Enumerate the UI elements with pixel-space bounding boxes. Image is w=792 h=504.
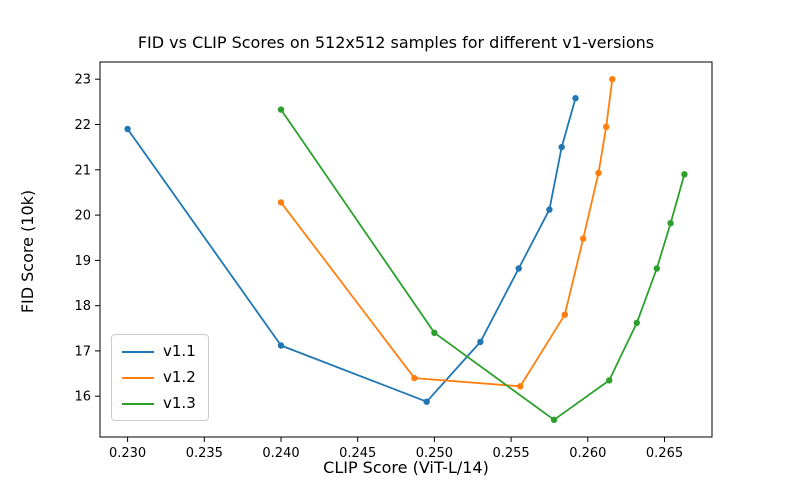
legend-label: v1.3 bbox=[163, 394, 196, 412]
x-tick-label: 0.245 bbox=[339, 446, 376, 461]
data-point-marker bbox=[411, 374, 418, 382]
data-point-marker bbox=[546, 206, 553, 213]
legend-entry-v1.1: v1.1 bbox=[122, 344, 196, 359]
data-point-marker bbox=[580, 235, 587, 242]
legend-line-sample bbox=[122, 402, 154, 405]
x-tick-label: 0.235 bbox=[186, 446, 223, 461]
x-tick-label: 0.230 bbox=[109, 446, 146, 461]
data-point-marker bbox=[667, 220, 674, 227]
data-point-marker bbox=[517, 383, 524, 390]
data-point-marker bbox=[595, 169, 602, 177]
data-point-marker bbox=[561, 311, 568, 318]
series-line bbox=[280, 79, 614, 388]
data-point-marker bbox=[681, 171, 688, 178]
x-tick-label: 0.265 bbox=[646, 446, 683, 461]
series-v1.1 bbox=[124, 95, 579, 405]
axes-box bbox=[99, 61, 713, 438]
data-point-marker bbox=[124, 125, 131, 133]
y-tick-label: 21 bbox=[74, 163, 91, 178]
series-line bbox=[126, 97, 577, 403]
data-point-marker bbox=[277, 342, 285, 349]
legend-entry-v1.3: v1.3 bbox=[122, 396, 196, 411]
chart-title: FID vs CLIP Scores on 512x512 samples fo… bbox=[137, 33, 655, 52]
data-point-marker bbox=[606, 377, 613, 384]
x-tick-label: 0.250 bbox=[416, 446, 453, 461]
y-tick-label: 18 bbox=[74, 299, 91, 314]
data-point-marker bbox=[423, 398, 430, 405]
x-axis-label: CLIP Score (ViT-L/14) bbox=[323, 458, 489, 477]
data-point-marker bbox=[515, 265, 522, 272]
x-axis-ticks: 0.230 0.235 0.240 0.245 0.250 0.255 0.260 0.265 bbox=[109, 437, 683, 461]
data-point-marker bbox=[550, 416, 558, 423]
data-point-marker bbox=[277, 106, 285, 113]
y-tick-label: 20 bbox=[74, 209, 91, 224]
data-point-marker bbox=[277, 199, 285, 206]
data-point-marker bbox=[633, 319, 640, 327]
series-v1.3 bbox=[277, 106, 688, 423]
legend-line-sample bbox=[122, 376, 154, 379]
data-point-marker bbox=[653, 265, 660, 272]
y-axis-ticks: 16 17 18 19 20 21 22 23 bbox=[74, 73, 100, 405]
data-point-marker bbox=[572, 95, 579, 102]
legend-label: v1.2 bbox=[163, 368, 196, 386]
y-tick-label: 17 bbox=[74, 344, 91, 359]
x-tick-label: 0.255 bbox=[492, 446, 529, 461]
y-tick-label: 19 bbox=[74, 254, 91, 269]
data-point-marker bbox=[603, 123, 610, 130]
x-tick-label: 0.260 bbox=[569, 446, 606, 461]
series-line bbox=[280, 109, 686, 421]
data-point-marker bbox=[431, 329, 438, 336]
data-point-marker bbox=[609, 76, 616, 83]
y-tick-label: 22 bbox=[74, 118, 91, 133]
data-point-marker bbox=[558, 143, 565, 151]
legend-entry-v1.2: v1.2 bbox=[122, 370, 196, 385]
series-v1.2 bbox=[277, 76, 616, 390]
y-tick-label: 23 bbox=[74, 73, 91, 88]
legend-label: v1.1 bbox=[163, 342, 196, 360]
data-point-marker bbox=[477, 338, 484, 346]
legend-line-sample bbox=[122, 350, 154, 353]
x-tick-label: 0.240 bbox=[262, 446, 299, 461]
legend: v1.1 v1.2 v1.3 bbox=[111, 334, 209, 421]
y-tick-label: 16 bbox=[74, 390, 91, 405]
